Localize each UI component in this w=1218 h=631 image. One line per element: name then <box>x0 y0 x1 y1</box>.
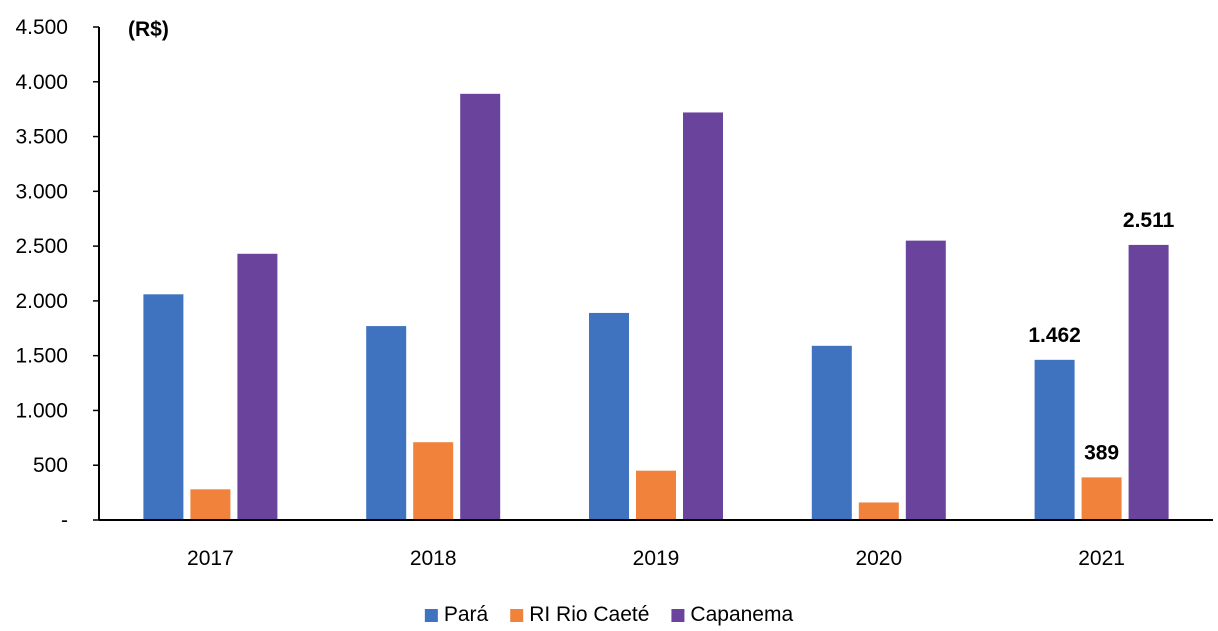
bar-ri-rio-caet--2017 <box>190 489 231 520</box>
data-labels: 1.462 389 2.511 <box>1028 209 1174 464</box>
y-tick-label: 1.500 <box>15 345 68 368</box>
bar-par--2021 <box>1034 359 1075 520</box>
bar-ri-rio-caet--2021 <box>1081 477 1122 520</box>
x-tick-label: 2020 <box>855 547 902 570</box>
bar-par--2018 <box>366 326 407 520</box>
bar-ri-rio-caet--2020 <box>858 502 899 520</box>
bar-capanema-2019 <box>683 112 723 520</box>
y-tick-label: 500 <box>33 454 68 477</box>
y-tick-label: - <box>61 509 68 532</box>
legend-label: RI Rio Caeté <box>529 603 649 626</box>
legend-swatch <box>671 609 685 622</box>
bar-par--2019 <box>589 312 629 520</box>
legend-swatch <box>510 609 524 622</box>
legend-label: Capanema <box>690 603 793 626</box>
bars <box>143 93 1169 520</box>
bar-capanema-2021 <box>1128 244 1169 520</box>
legend: Pará RI Rio Caeté Capanema <box>424 603 793 626</box>
bar-capanema-2020 <box>905 240 946 520</box>
bar-par--2020 <box>811 345 852 520</box>
y-tick-label: 4.000 <box>15 71 68 94</box>
bar-ri-rio-caet--2019 <box>636 470 676 520</box>
x-axis-labels: 2017 2018 2019 2020 2021 <box>187 547 1125 570</box>
x-tick-label: 2018 <box>410 547 457 570</box>
y-tick-label: 4.500 <box>15 16 68 39</box>
y-tick-label: 2.500 <box>15 235 68 258</box>
bar-par--2017 <box>143 294 184 520</box>
legend-label: Pará <box>444 603 489 626</box>
y-tick-label: 3.000 <box>15 180 68 203</box>
data-label: 389 <box>1084 441 1119 464</box>
x-tick-label: 2017 <box>187 547 234 570</box>
y-tick-label: 1.000 <box>15 399 68 422</box>
bar-ri-rio-caet--2018 <box>413 442 454 520</box>
y-axis-ticks: - 500 1.000 1.500 2.000 2.500 3.000 3.500 4.000 4… <box>15 16 99 532</box>
y-tick-label: 2.000 <box>15 290 68 313</box>
unit-label: (R$) <box>128 18 169 41</box>
data-label: 2.511 <box>1123 209 1175 232</box>
x-tick-label: 2019 <box>633 547 680 570</box>
y-tick-label: 3.500 <box>15 126 68 149</box>
bar-capanema-2017 <box>237 253 278 520</box>
data-label: 1.462 <box>1028 324 1081 347</box>
x-tick-label: 2021 <box>1078 547 1125 570</box>
legend-swatch <box>424 609 438 622</box>
bar-capanema-2018 <box>460 93 501 520</box>
